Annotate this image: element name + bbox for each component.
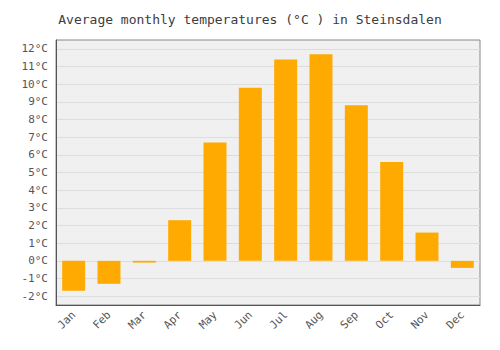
svg-text:5°C: 5°C <box>28 166 48 179</box>
svg-text:2°C: 2°C <box>28 219 48 232</box>
svg-text:7°C: 7°C <box>28 131 48 144</box>
svg-text:Apr: Apr <box>161 308 184 331</box>
svg-text:Average monthly temperatures (: Average monthly temperatures (°C ) in St… <box>58 12 442 27</box>
svg-text:Mar: Mar <box>126 308 149 331</box>
svg-text:0°C: 0°C <box>28 254 48 267</box>
svg-text:10°C: 10°C <box>22 78 49 91</box>
svg-text:Jul: Jul <box>267 308 290 331</box>
svg-text:Jun: Jun <box>232 308 255 331</box>
svg-text:-2°C: -2°C <box>22 290 49 303</box>
svg-text:11°C: 11°C <box>22 60 49 73</box>
svg-text:Feb: Feb <box>90 308 113 331</box>
svg-text:3°C: 3°C <box>28 201 48 214</box>
svg-text:Jan: Jan <box>55 308 78 331</box>
svg-text:Aug: Aug <box>302 308 325 331</box>
svg-text:4°C: 4°C <box>28 184 48 197</box>
svg-text:8°C: 8°C <box>28 113 48 126</box>
svg-text:1°C: 1°C <box>28 237 48 250</box>
svg-text:-1°C: -1°C <box>22 272 49 285</box>
svg-text:Nov: Nov <box>408 308 431 331</box>
svg-text:9°C: 9°C <box>28 95 48 108</box>
svg-text:Dec: Dec <box>444 308 467 331</box>
svg-text:Oct: Oct <box>373 308 396 331</box>
svg-text:6°C: 6°C <box>28 148 48 161</box>
svg-text:May: May <box>196 308 219 331</box>
svg-text:12°C: 12°C <box>22 42 49 55</box>
svg-text:Sep: Sep <box>338 308 361 331</box>
